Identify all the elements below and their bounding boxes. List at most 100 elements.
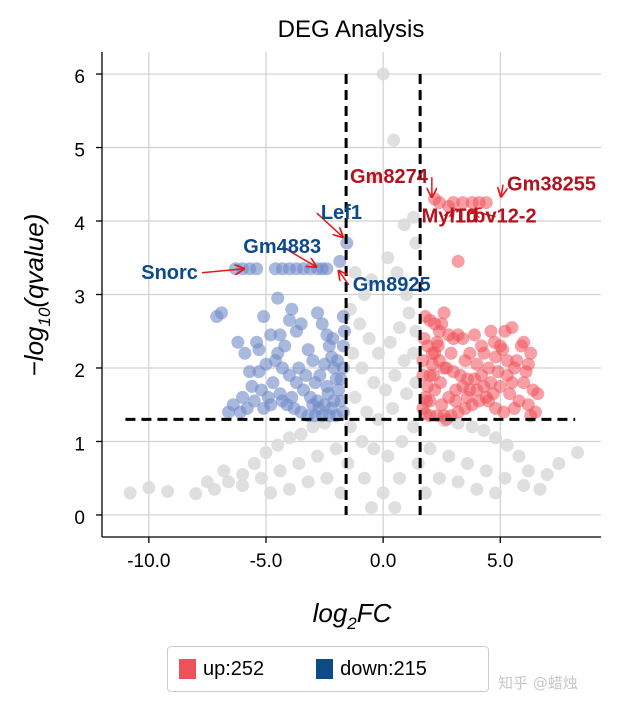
- down-point: [264, 328, 278, 342]
- down-point: [252, 365, 266, 379]
- gene-label: Gm8274: [350, 166, 429, 188]
- down-point: [320, 262, 334, 276]
- gene-label: Gm4883: [243, 236, 321, 258]
- annotation-arrow: [316, 212, 343, 237]
- legend: up:252 down:215: [167, 646, 489, 692]
- gene-label: Snorc: [141, 262, 198, 284]
- y-axis-label-tail: (qvalue): [19, 214, 49, 308]
- ns-point: [418, 486, 432, 500]
- down-point: [268, 354, 282, 368]
- up-point: [491, 365, 505, 379]
- ns-point: [540, 468, 554, 482]
- gene-label: Gm8925: [353, 274, 431, 296]
- up-point: [514, 339, 528, 353]
- y-tick-label: 2: [74, 361, 85, 382]
- ns-point: [402, 306, 416, 320]
- ns-point: [533, 482, 547, 496]
- ns-point: [498, 471, 512, 485]
- down-point: [210, 310, 224, 324]
- ns-point: [383, 335, 397, 349]
- down-point: [282, 313, 296, 327]
- y-tick-label: 1: [74, 434, 85, 455]
- ns-point: [371, 346, 385, 360]
- up-point: [463, 346, 477, 360]
- ns-point: [393, 471, 407, 485]
- legend-up: up:252: [179, 658, 264, 681]
- up-point: [460, 390, 474, 404]
- down-point: [337, 324, 351, 338]
- y-tick-label: 5: [74, 141, 85, 162]
- ns-point: [465, 420, 479, 434]
- annotation-arrow: [501, 184, 503, 197]
- legend-up-swatch: [179, 659, 196, 679]
- ns-point: [254, 471, 268, 485]
- down-point: [311, 306, 325, 320]
- gene-label: Gm38255: [507, 174, 596, 196]
- ns-point: [264, 486, 278, 500]
- gene-label: Lef1: [321, 202, 362, 224]
- ns-point: [393, 321, 407, 335]
- ns-point: [364, 273, 378, 287]
- ns-point: [355, 434, 369, 448]
- up-point: [500, 354, 514, 368]
- down-point: [257, 401, 271, 415]
- x-tick-label: -5.0: [250, 551, 283, 572]
- ns-point: [489, 486, 503, 500]
- ns-point: [329, 442, 343, 456]
- grid-lines: [102, 52, 601, 537]
- up-point: [456, 332, 470, 346]
- up-point: [437, 361, 451, 375]
- down-point: [336, 310, 350, 324]
- ns-point: [357, 288, 371, 301]
- y-axis-label: −log10(qvalue): [19, 214, 54, 377]
- down-point: [250, 262, 264, 276]
- ns-point: [442, 449, 456, 463]
- up-point: [475, 339, 489, 353]
- ns-point: [123, 486, 137, 500]
- ns-point: [378, 383, 392, 397]
- down-point: [266, 376, 280, 390]
- annotation-arrow: [201, 269, 244, 273]
- up-point: [484, 376, 498, 390]
- down-point: [306, 354, 320, 368]
- x-axis-label: log2FC: [313, 598, 392, 633]
- down-point: [332, 383, 346, 397]
- ns-point: [479, 464, 493, 478]
- ns-point: [259, 445, 273, 459]
- ns-point: [341, 457, 355, 471]
- up-point: [449, 394, 463, 408]
- ns-point: [512, 449, 526, 463]
- up-point: [507, 401, 521, 415]
- up-point: [470, 357, 484, 371]
- up-point: [505, 321, 519, 335]
- ns-point: [500, 438, 514, 452]
- down-point: [301, 343, 315, 357]
- ns-point: [423, 442, 437, 456]
- ns-point: [407, 210, 421, 224]
- up-point: [419, 394, 433, 408]
- ns-point: [247, 457, 261, 471]
- ns-point: [368, 170, 382, 184]
- up-point: [428, 317, 442, 331]
- down-point: [321, 387, 335, 401]
- up-point: [497, 405, 511, 419]
- up-point: [416, 354, 430, 368]
- up-point: [437, 306, 451, 320]
- ns-point: [552, 457, 566, 471]
- legend-up-label: up:252: [203, 657, 265, 680]
- y-axis-label-sub: 10: [35, 307, 54, 326]
- ns-point: [489, 431, 503, 445]
- ns-point: [381, 449, 395, 463]
- gene-label: Myl10: [422, 206, 478, 228]
- up-point: [521, 357, 535, 371]
- ns-point: [376, 67, 390, 81]
- down-point: [252, 343, 266, 357]
- legend-down: down:215: [316, 658, 427, 681]
- ns-point: [273, 464, 287, 478]
- ns-point: [451, 475, 465, 489]
- ns-point: [381, 251, 395, 265]
- down-point: [315, 317, 329, 331]
- down-point: [333, 254, 347, 268]
- down-point: [326, 332, 340, 346]
